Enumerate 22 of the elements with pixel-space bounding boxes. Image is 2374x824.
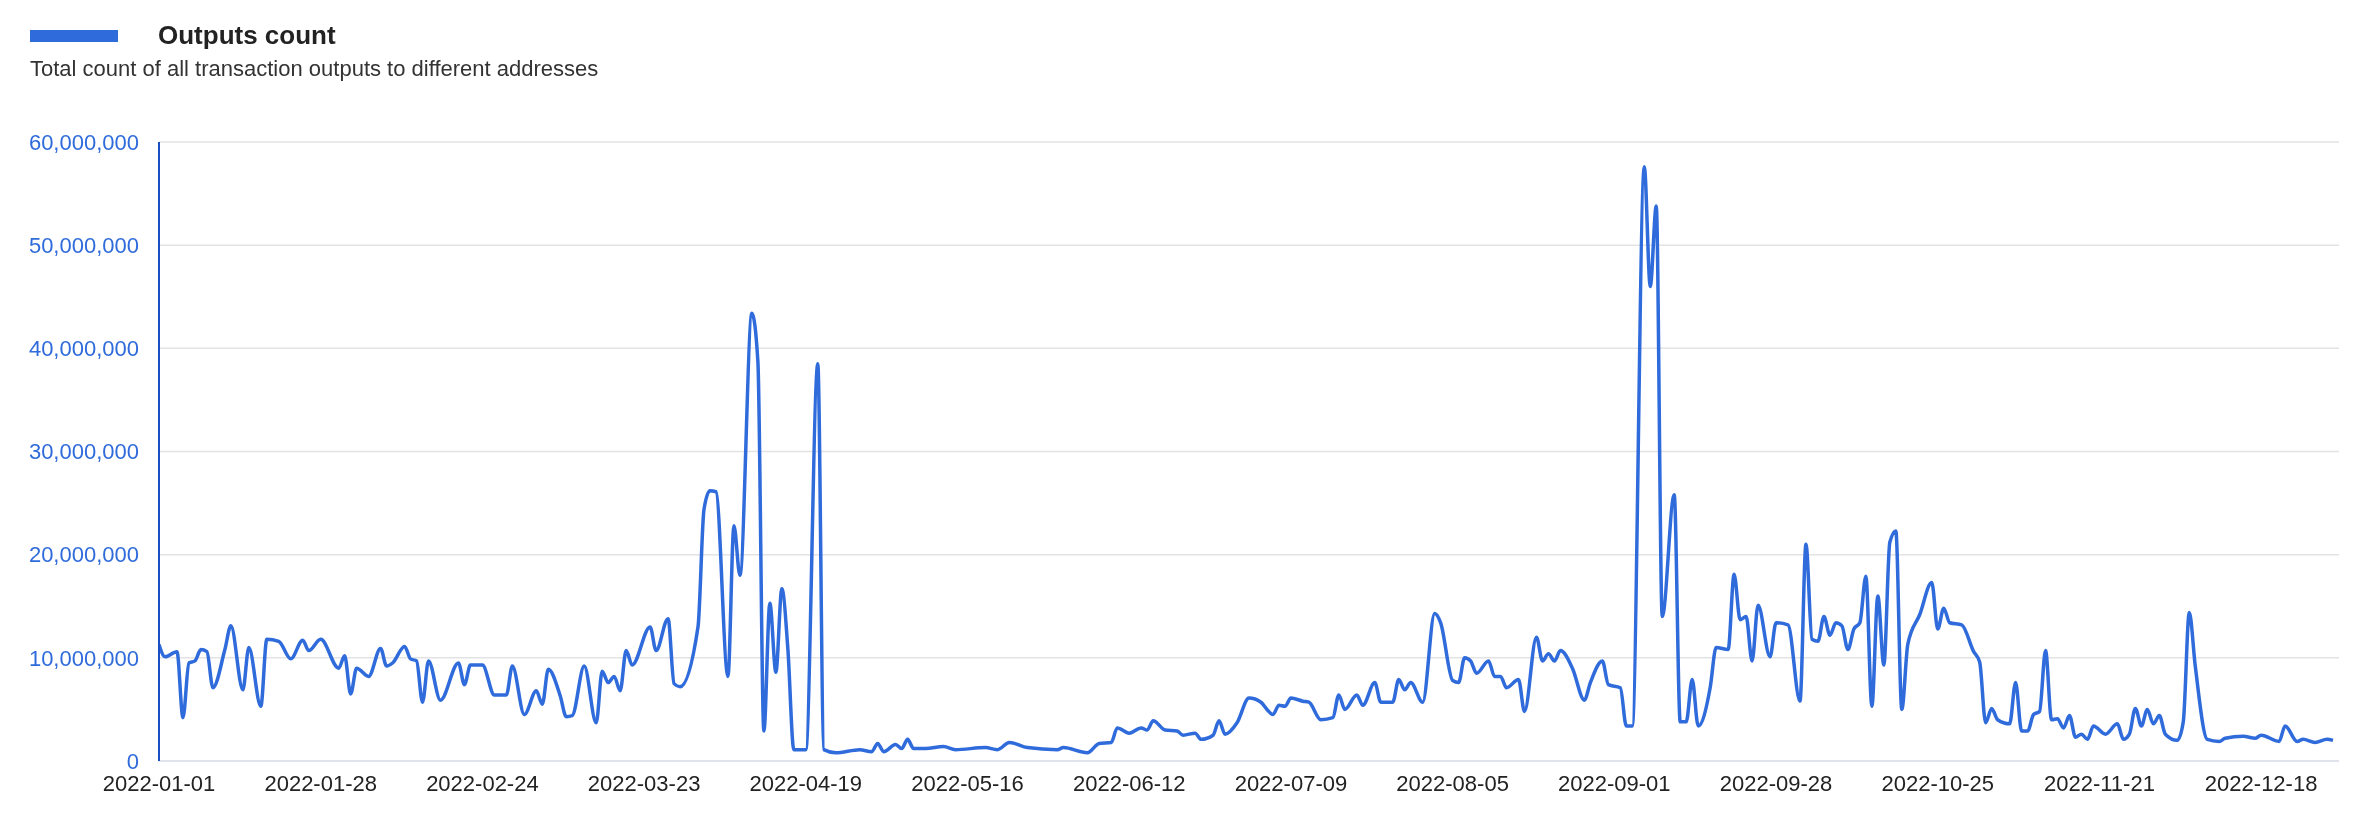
line-series [159, 165, 2335, 755]
y-tick-label: 40,000,000 [28, 336, 139, 362]
x-tick-label: 2022-03-23 [587, 770, 701, 796]
chart-subtitle: Total count of all transaction outputs to different addresses [30, 56, 599, 82]
y-tick-label: 60,000,000 [28, 129, 139, 155]
x-tick-label: 2022-01-28 [264, 770, 377, 796]
x-tick-label: 2022-02-24 [426, 770, 539, 796]
x-tick-label: 2022-06-12 [1072, 770, 1186, 796]
legend-label: Outputs count [158, 20, 336, 51]
x-tick-label: 2022-05-16 [911, 770, 1024, 796]
x-tick-label: 2022-07-09 [1234, 770, 1348, 796]
y-tick-label: 50,000,000 [28, 232, 139, 258]
x-tick-label: 2022-09-28 [1719, 770, 1833, 796]
x-tick-label: 2022-09-01 [1558, 770, 1671, 796]
x-tick-label: 2022-12-18 [2204, 770, 2318, 796]
x-tick-label: 2022-08-05 [1396, 770, 1509, 796]
x-tick-label: 2022-11-21 [2043, 770, 2155, 796]
x-tick-label: 2022-04-19 [749, 770, 863, 796]
x-tick-label: 2022-10-25 [1881, 770, 1995, 796]
y-tick-label: 30,000,000 [28, 439, 139, 465]
y-tick-label: 10,000,000 [28, 645, 139, 671]
y-tick-label: 20,000,000 [28, 542, 139, 568]
